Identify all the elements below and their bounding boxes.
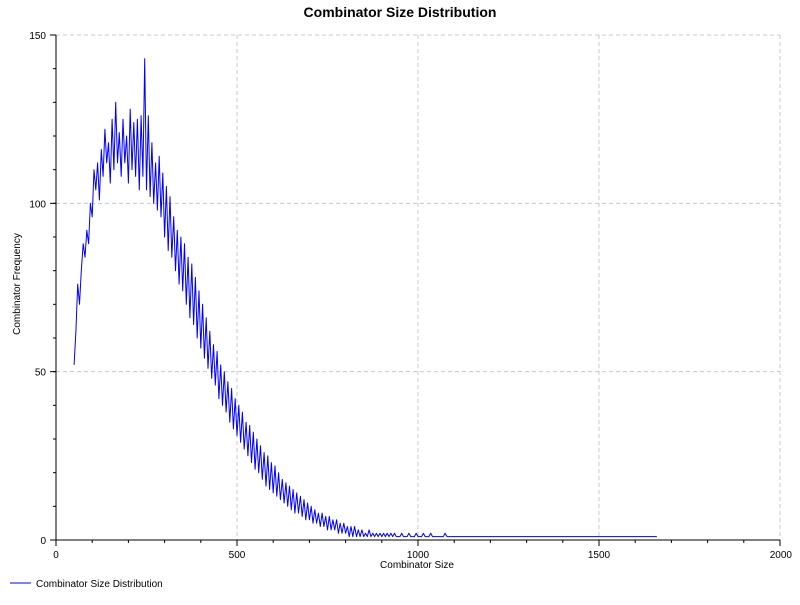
y-tick-label: 150: [29, 31, 46, 42]
y-tick-label: 0: [40, 536, 46, 547]
x-tick-label: 0: [53, 550, 59, 561]
axes: [50, 34, 781, 546]
y-tick-label: 50: [35, 368, 47, 379]
legend-label: Combinator Size Distribution: [36, 579, 163, 590]
x-tick-label: 2000: [770, 550, 793, 561]
y-axis-label: Combinator Frequency: [12, 233, 23, 335]
x-axis-label: Combinator Size: [380, 560, 454, 571]
grid: [56, 34, 781, 540]
x-tick-label: 500: [229, 550, 246, 561]
tick-labels: 0 500 1000 1500 2000 0 50 100 150: [29, 31, 792, 561]
legend: Combinator Size Distribution: [10, 579, 163, 590]
chart-title: Combinator Size Distribution: [304, 4, 497, 20]
y-tick-label: 100: [29, 199, 46, 210]
series-layer: [73, 58, 657, 538]
series-line: [73, 58, 657, 538]
x-tick-label: 1500: [588, 550, 611, 561]
x-tick-label: 1000: [407, 550, 430, 561]
